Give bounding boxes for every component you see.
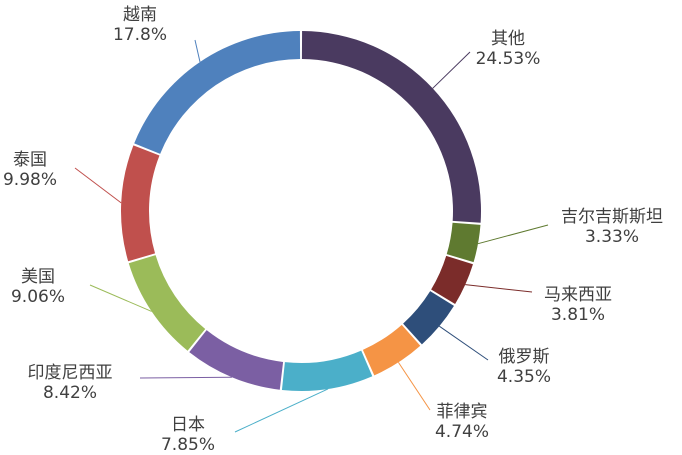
slice-value-5: 7.85% bbox=[161, 435, 215, 455]
leader-line-3 bbox=[439, 325, 489, 361]
leader-line-8 bbox=[74, 167, 122, 204]
slice-value-3: 4.35% bbox=[497, 367, 551, 387]
slice-value-7: 9.06% bbox=[11, 287, 65, 307]
slice-1 bbox=[446, 222, 481, 263]
slice-2 bbox=[431, 255, 473, 305]
slice-label-3: 俄罗斯 bbox=[499, 347, 550, 367]
slice-label-2: 马来西亚 bbox=[544, 285, 612, 305]
slice-5 bbox=[281, 350, 373, 391]
slice-label-6: 印度尼西亚 bbox=[28, 363, 113, 383]
slice-label-9: 越南 bbox=[123, 5, 157, 25]
leader-line-9 bbox=[194, 39, 201, 63]
slice-label-0: 其他 bbox=[491, 29, 525, 49]
leader-line-1 bbox=[477, 224, 549, 245]
leader-line-0 bbox=[432, 51, 471, 89]
slice-4 bbox=[362, 324, 421, 376]
leader-line-4 bbox=[398, 362, 431, 411]
slice-0 bbox=[301, 31, 481, 223]
slice-9 bbox=[134, 31, 301, 154]
slice-7 bbox=[128, 255, 206, 351]
slice-value-4: 4.74% bbox=[435, 422, 489, 442]
slice-value-9: 17.8% bbox=[113, 25, 167, 45]
slice-label-7: 美国 bbox=[21, 267, 55, 287]
slice-label-8: 泰国 bbox=[13, 150, 47, 170]
slice-value-1: 3.33% bbox=[585, 227, 639, 247]
slice-3 bbox=[403, 291, 454, 345]
leader-line-6 bbox=[139, 376, 232, 379]
leader-line-5 bbox=[234, 388, 329, 433]
slice-label-1: 吉尔吉斯斯坦 bbox=[561, 207, 663, 227]
slice-value-6: 8.42% bbox=[43, 383, 97, 403]
slice-6 bbox=[189, 330, 284, 390]
slice-label-5: 日本 bbox=[171, 415, 205, 435]
leader-line-7 bbox=[89, 284, 152, 312]
slice-value-2: 3.81% bbox=[551, 305, 605, 325]
slice-value-0: 24.53% bbox=[476, 49, 541, 69]
slice-value-8: 9.98% bbox=[3, 170, 57, 190]
slice-label-4: 菲律宾 bbox=[437, 402, 488, 422]
leader-line-2 bbox=[465, 284, 533, 293]
slice-8 bbox=[121, 145, 160, 262]
